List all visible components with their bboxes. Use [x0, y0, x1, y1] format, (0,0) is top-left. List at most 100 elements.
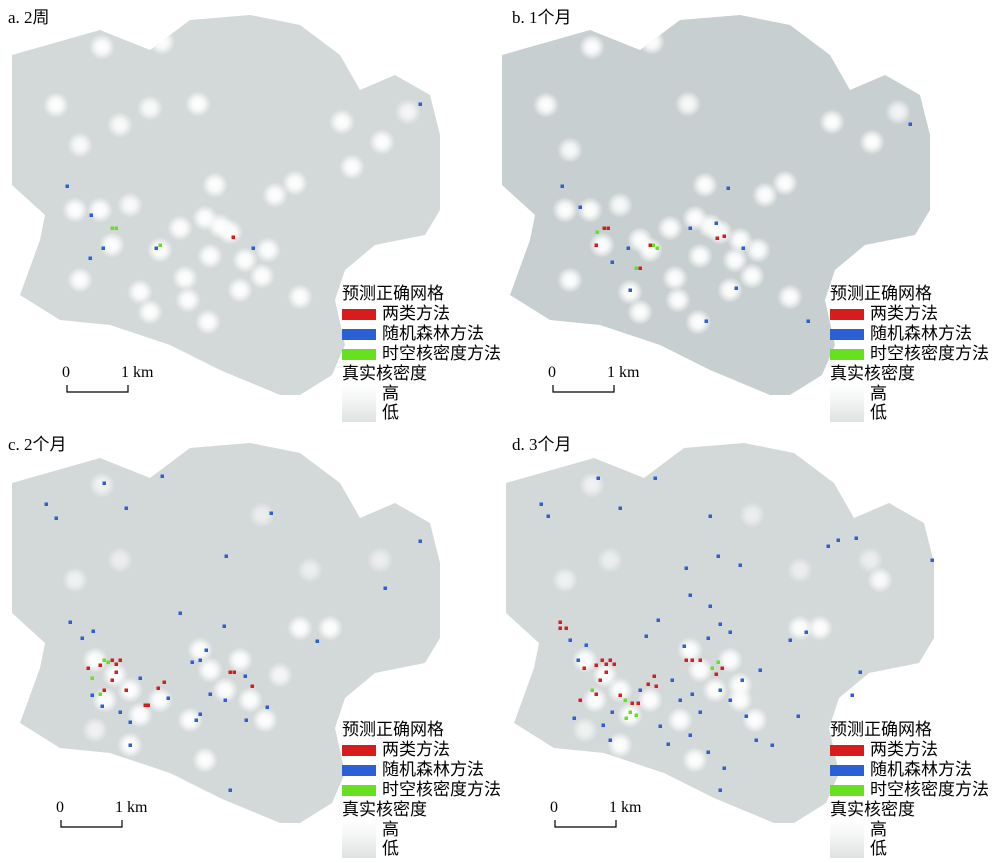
predicted-grid-cell [612, 662, 616, 666]
density-title: 真实核密度 [830, 364, 915, 383]
density-hotspot [627, 227, 653, 253]
density-hotspot [117, 677, 143, 703]
predicted-grid-cell [118, 710, 122, 714]
density-hotspot [819, 109, 845, 135]
predicted-grid-cell [684, 658, 688, 662]
predicted-grid-cell [124, 506, 128, 510]
legend-item-stkde: 时空核密度方法 [830, 780, 989, 800]
density-layer-b [533, 29, 911, 335]
density-hotspot [885, 99, 911, 125]
density-hotspot [589, 232, 615, 258]
density-hotspot [597, 547, 623, 573]
red-swatch [342, 308, 376, 320]
predicted-grid-cell [754, 738, 758, 742]
legend-title: 预测正确网格 [830, 284, 932, 303]
predicted-grid-cell [190, 660, 194, 664]
predicted-grid-cell [716, 554, 720, 558]
predicted-grid-cell [652, 674, 656, 678]
blue-swatch [342, 328, 376, 340]
predicted-grid-cell [714, 221, 718, 225]
predicted-grid-cell [710, 666, 714, 670]
predicted-grid-cell [726, 186, 730, 190]
density-hotspot [62, 567, 88, 593]
predicted-grid-cell [156, 686, 160, 690]
density-hotspot [87, 197, 113, 223]
predicted-grid-cell [232, 670, 236, 674]
density-hotspot [89, 34, 115, 60]
density-hotspot [127, 279, 153, 305]
predicted-grid-cell [198, 658, 202, 662]
predicted-grid-cell [610, 710, 614, 714]
predicted-grid-cell [572, 716, 576, 720]
predicted-grid-cell [608, 658, 612, 662]
predicted-grid-cell [734, 286, 738, 290]
predicted-grid-cell [653, 476, 657, 480]
density-title: 真实核密度 [830, 800, 915, 819]
panel-title-a: a. 2周 [8, 8, 50, 27]
map-panel-a [12, 15, 440, 395]
predicted-grid-cell [100, 704, 104, 708]
predicted-grid-cell [858, 670, 862, 674]
density-hotspot [89, 472, 115, 498]
predicted-grid-cell [758, 668, 762, 672]
density-hotspot [287, 284, 313, 310]
predicted-grid-cell [623, 698, 627, 702]
predicted-grid-cell [626, 246, 630, 250]
predicted-grid-cell [610, 260, 614, 264]
predicted-grid-cell [546, 514, 550, 518]
density-hotspot [107, 112, 133, 138]
predicted-grid-cell [718, 788, 722, 792]
predicted-grid-cell [636, 701, 640, 705]
density-hotspot [249, 502, 275, 528]
density-hotspot [607, 192, 633, 218]
density-hotspot [859, 129, 885, 155]
predicted-grid-cell [682, 644, 686, 648]
predicted-grid-cell [854, 536, 858, 540]
density-hotspot [82, 717, 108, 743]
density-gradient [342, 820, 376, 858]
predicted-grid-cell [194, 718, 198, 722]
density-hotspot [617, 702, 643, 728]
predicted-grid-cell [128, 743, 132, 747]
study-area-d [506, 443, 934, 823]
density-title: 真实核密度 [342, 364, 427, 383]
predicted-grid-cell [714, 672, 718, 676]
red-swatch [830, 744, 864, 756]
predicted-grid-cell [231, 235, 235, 239]
legend-a: 预测正确网格 两类方法 随机森林方法 时空核密度方法 真实核密度 高低 [342, 284, 501, 422]
predicted-grid-cell [228, 670, 232, 674]
predicted-grid-cell [90, 693, 94, 697]
density-hotspot [572, 717, 598, 743]
predicted-grid-cell [204, 648, 208, 652]
predicted-grid-cell [646, 682, 650, 686]
density-hotspot [395, 99, 421, 125]
scale-zero-b: 0 [548, 364, 556, 381]
predicted-grid-cell [128, 720, 132, 724]
predicted-grid-cell [698, 658, 702, 662]
legend-item-rf: 随机森林方法 [830, 324, 989, 344]
density-hotspot [685, 309, 711, 335]
density-hotspot [727, 672, 753, 698]
density-hotspot [329, 109, 355, 135]
density-hotspot [127, 702, 153, 728]
density-hotspot [177, 707, 203, 733]
density-hotspot [607, 677, 633, 703]
predicted-grid-cell [539, 502, 543, 506]
panel-title-b: b. 1个月 [512, 8, 572, 27]
density-hotspot [577, 197, 603, 223]
predicted-grid-cell [604, 662, 608, 666]
density-layer-c [62, 472, 393, 773]
density-hotspot [739, 263, 765, 289]
legend-item-both: 两类方法 [830, 740, 989, 760]
density-hotspot [772, 170, 798, 196]
legend-title: 预测正确网格 [830, 720, 932, 739]
predicted-grid-cell [418, 539, 422, 543]
scale-zero-d: 0 [550, 799, 558, 816]
legend-c: 预测正确网格 两类方法 随机森林方法 时空核密度方法 真实核密度 高低 [342, 720, 501, 858]
predicted-grid-cell [598, 678, 602, 682]
blue-swatch [830, 328, 864, 340]
density-hotspot [702, 677, 728, 703]
density-hotspot [807, 615, 833, 641]
legend-item-stkde: 时空核密度方法 [342, 344, 501, 364]
predicted-grid-cell [720, 666, 724, 670]
